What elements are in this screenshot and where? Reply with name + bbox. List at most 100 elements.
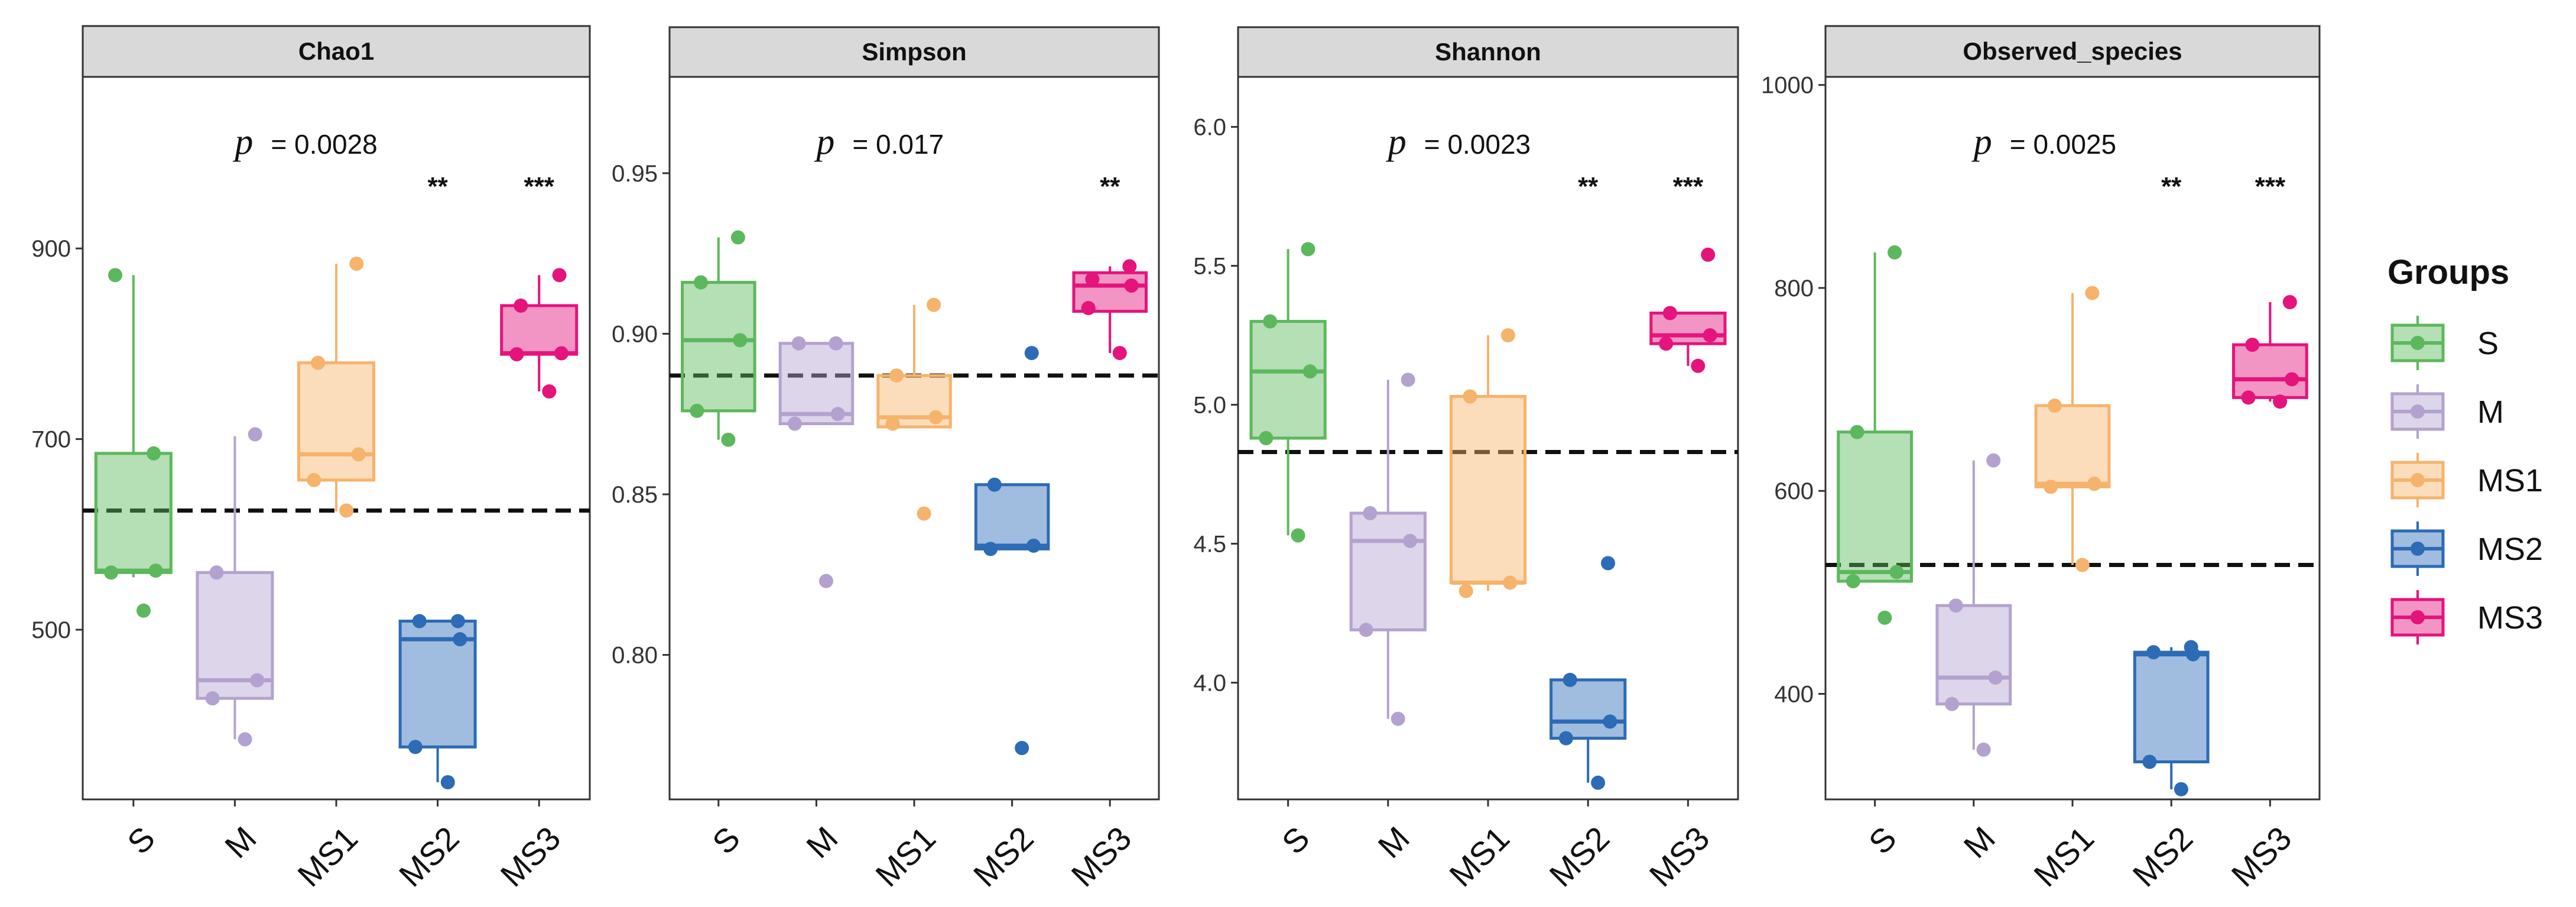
legend-item-m: M <box>2390 384 2504 439</box>
y-tick-label: 5.0 <box>1193 393 1226 419</box>
panel-chao1: Chao1 500 700 900 p = 0.0028 S M MS1 ** MS2 *** MS3 <box>31 25 591 894</box>
data-point <box>1976 742 1991 757</box>
data-point <box>542 384 557 399</box>
box-iqr <box>1550 678 1627 740</box>
panel-title: Observed_species <box>1963 37 2182 65</box>
legend-key-point <box>2411 542 2425 556</box>
significance-mark: ** <box>427 172 448 201</box>
panel-simpson: Simpson 0.80 0.85 0.90 0.95 p = 0.017 S M MS1 MS2 *… <box>612 26 1160 894</box>
box-iqr <box>1349 511 1427 631</box>
data-point <box>1659 336 1674 351</box>
x-tick-label: MS3 <box>1064 819 1138 894</box>
legend-key-point <box>2411 473 2425 487</box>
p-value-label: p = 0.017 <box>814 122 944 162</box>
data-point <box>2282 295 2297 310</box>
data-point <box>987 477 1002 492</box>
significance-mark: *** <box>524 172 555 201</box>
data-point <box>829 336 843 351</box>
box-iqr <box>1449 395 1527 584</box>
data-point <box>552 268 567 283</box>
x-tick-label: MS1 <box>868 819 943 894</box>
data-point <box>1359 623 1373 637</box>
y-tick-label: 0.90 <box>612 321 658 347</box>
data-point <box>1024 346 1039 361</box>
legend-key-point <box>2411 336 2425 350</box>
box-ms2 <box>2133 640 2210 796</box>
data-point <box>412 614 427 629</box>
box-m <box>1349 372 1427 726</box>
significance-mark: ** <box>1100 172 1120 201</box>
data-point <box>2087 477 2101 491</box>
data-point <box>349 256 364 271</box>
data-point <box>1458 584 1473 598</box>
data-point <box>787 416 802 431</box>
data-point <box>1112 346 1127 361</box>
data-point <box>889 368 904 383</box>
data-point <box>1291 528 1305 543</box>
y-tick-label: 4.0 <box>1193 670 1226 697</box>
y-tick-label: 400 <box>1774 682 1814 708</box>
box-m <box>1935 453 2012 757</box>
box-iqr <box>2133 650 2210 763</box>
data-point <box>927 297 941 312</box>
data-point <box>554 346 569 361</box>
data-point <box>1703 328 1717 343</box>
data-point <box>440 775 455 789</box>
y-tick-label: 700 <box>31 427 71 453</box>
panel-title: Shannon <box>1435 38 1541 66</box>
significance-mark: *** <box>2255 172 2286 201</box>
legend-key-point <box>2411 610 2425 624</box>
data-point <box>1591 775 1606 790</box>
box-iqr <box>681 281 756 413</box>
data-point <box>238 732 252 747</box>
significance-mark: ** <box>2161 172 2182 201</box>
data-point <box>721 432 736 447</box>
data-point <box>730 230 745 245</box>
data-point <box>514 298 528 313</box>
p-value-text: = 0.0025 <box>2010 129 2116 160</box>
p-symbol: p <box>232 122 253 162</box>
data-point <box>2044 480 2058 494</box>
data-point <box>104 565 119 580</box>
box-ms1 <box>876 297 952 521</box>
legend-item-s: S <box>2390 316 2499 370</box>
legend-label: M <box>2477 394 2504 430</box>
data-point <box>2245 338 2260 352</box>
legend-label: MS2 <box>2477 532 2543 567</box>
p-symbol: p <box>814 122 834 162</box>
p-value-text: = 0.0023 <box>1424 129 1531 160</box>
data-point <box>136 603 151 618</box>
p-value-label: p = 0.0025 <box>1971 122 2116 162</box>
p-value-label: p = 0.0023 <box>1386 122 1531 162</box>
box-ms2 <box>398 614 477 789</box>
panel-frame <box>668 76 1160 801</box>
data-point <box>1015 741 1029 756</box>
x-tick-label: MS3 <box>493 819 567 894</box>
panel-shannon: Shannon 4.0 4.5 5.0 5.5 6.0 p = 0.0023 S M MS1 ** MS… <box>1193 26 1739 894</box>
data-point <box>2142 754 2157 769</box>
data-point <box>1403 533 1418 548</box>
data-point <box>351 447 366 462</box>
panel-title: Simpson <box>862 38 966 66</box>
data-point <box>830 407 845 422</box>
box-iqr <box>500 304 579 356</box>
legend-label: MS1 <box>2477 463 2543 498</box>
data-point <box>1263 314 1278 329</box>
data-point <box>2185 647 2200 662</box>
y-tick-label: 4.5 <box>1193 532 1226 558</box>
y-tick-label: 0.95 <box>612 161 658 187</box>
x-tick-label: MS3 <box>2224 819 2299 894</box>
y-tick-label: 5.5 <box>1193 254 1226 280</box>
x-tick-label: MS1 <box>290 819 365 894</box>
x-tick-label: MS3 <box>1642 819 1717 894</box>
x-tick-label: MS2 <box>2125 819 2200 894</box>
y-tick-label: 500 <box>31 617 71 643</box>
box-iqr <box>94 452 173 574</box>
data-point <box>733 333 748 348</box>
box-m <box>196 427 274 747</box>
data-point <box>1558 731 1573 746</box>
legend-item-ms2: MS2 <box>2390 521 2543 576</box>
legend-label: MS3 <box>2477 600 2543 636</box>
data-point <box>1846 574 1860 588</box>
data-point <box>1701 247 1716 262</box>
